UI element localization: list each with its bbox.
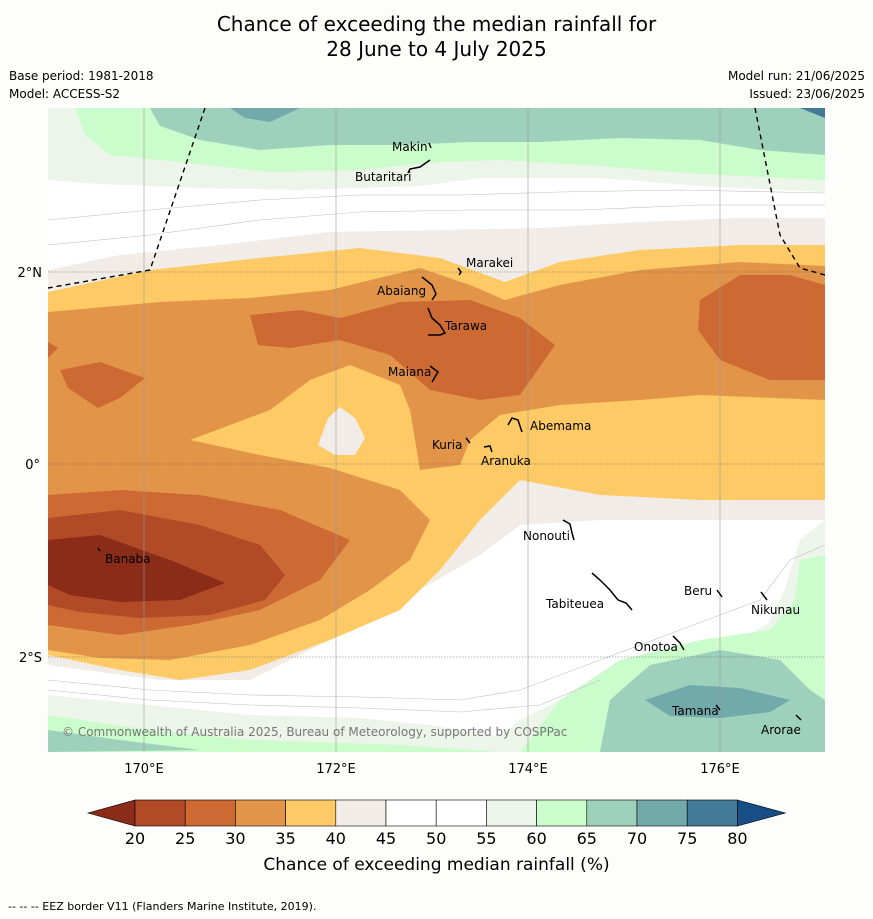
- contour-lines: [48, 189, 825, 713]
- band-65-70-north: [150, 108, 825, 155]
- eez-border: [48, 108, 825, 289]
- island-labels: Makin Butaritari Marakei Abaiang Tarawa …: [105, 140, 801, 737]
- base-period: Base period: 1981-2018: [9, 69, 154, 83]
- map-title-line2: 28 June to 4 July 2025: [326, 37, 547, 61]
- band-below-20: [48, 535, 225, 602]
- colorbar-tick-label: 60: [526, 829, 546, 848]
- model-name: Model: ACCESS-S2: [9, 87, 121, 101]
- model-run-date: Model run: 21/06/2025: [727, 69, 865, 83]
- colorbar-segment: [636, 799, 688, 827]
- island-label-beru: Beru: [684, 584, 712, 598]
- band-65-70-southwest: [48, 730, 200, 752]
- island-label-tamana: Tamana: [671, 704, 719, 718]
- eez-footnote: -- -- -- EEZ border V11 (Flanders Marine…: [8, 900, 317, 913]
- contour-layer: Makin Butaritari Marakei Abaiang Tarawa …: [48, 108, 825, 752]
- island-label-maiana: Maiana: [388, 365, 431, 379]
- lon-label-174e: 174°E: [508, 762, 548, 777]
- island-label-makin: Makin: [392, 140, 428, 154]
- colorbar-tick-label: 25: [175, 829, 195, 848]
- island-shapes: [97, 142, 802, 721]
- island-label-tarawa: Tarawa: [444, 319, 487, 333]
- colorbar-extend-high: [737, 799, 787, 827]
- island-label-aranuka: Aranuka: [481, 454, 531, 468]
- colorbar-segment: [435, 799, 487, 827]
- colorbar-title: Chance of exceeding median rainfall (%): [263, 855, 610, 875]
- island-label-kuria: Kuria: [432, 438, 463, 452]
- band-75-80-north: [800, 108, 825, 118]
- copyright-notice: © Commonwealth of Australia 2025, Bureau…: [62, 725, 567, 739]
- colorbar-segment: [486, 799, 537, 827]
- colorbar-tick-label: 30: [225, 829, 245, 848]
- band-25-30-west: [60, 362, 145, 408]
- latitude-lines: [48, 271, 825, 658]
- colorbar-tick-label: 50: [426, 829, 446, 848]
- lat-label-2s: 2°S: [19, 651, 42, 666]
- colorbar-tick-label: 65: [577, 829, 597, 848]
- lat-label-2n: 2°N: [18, 266, 43, 281]
- band-40-45-hole: [318, 407, 365, 455]
- colorbar-segment: [536, 799, 588, 827]
- lon-label-170e: 170°E: [124, 762, 164, 777]
- colorbar-tick-label: 55: [476, 829, 496, 848]
- colorbar-segment: [235, 799, 286, 827]
- band-70-75-south: [645, 685, 790, 718]
- lat-label-0: 0°: [25, 458, 40, 473]
- issued-date: Issued: 23/06/2025: [749, 87, 865, 101]
- colorbar-tick-label: 45: [376, 829, 396, 848]
- colorbar-tick-label: 80: [727, 829, 747, 848]
- island-label-nikunau: Nikunau: [751, 603, 800, 617]
- island-label-nonouti: Nonouti: [523, 529, 570, 543]
- band-70-75-north-a: [230, 108, 300, 122]
- colorbar-extend-low: [86, 799, 136, 827]
- colorbar-segment: [335, 799, 387, 827]
- band-25-30-edge: [48, 342, 58, 358]
- island-label-onotoa: Onotoa: [634, 640, 678, 654]
- axis-labels: 2°N 0° 2°S 170°E 172°E 174°E 176°E: [18, 266, 740, 777]
- graticule: [143, 108, 721, 752]
- lon-label-172e: 172°E: [316, 762, 356, 777]
- colorbar-tick-label: 40: [326, 829, 346, 848]
- colorbar-tick-label: 75: [677, 829, 697, 848]
- band-60-65-southwest: [48, 715, 500, 752]
- colorbar-segment: [385, 799, 437, 827]
- colorbar-segment: [686, 799, 738, 827]
- colorbar-segment: [134, 799, 186, 827]
- colorbar-tick-label: 35: [275, 829, 295, 848]
- colorbar-tick-label: 70: [627, 829, 647, 848]
- colorbar-segment: [285, 799, 337, 827]
- island-label-butaritari: Butaritari: [355, 170, 412, 184]
- band-25-30-east: [698, 275, 825, 380]
- island-label-tabiteuea: Tabiteuea: [545, 597, 604, 611]
- colorbar-segment: [184, 799, 236, 827]
- island-label-banaba: Banaba: [105, 552, 151, 566]
- band-25-30-north: [250, 300, 555, 400]
- island-label-marakei: Marakei: [466, 256, 513, 270]
- colorbar-segment: [586, 799, 638, 827]
- map-title-line1: Chance of exceeding the median rainfall …: [216, 12, 657, 36]
- colorbar: 20 25 30 35 40 45 50 55 60 65 70 75 80: [86, 799, 787, 848]
- island-label-abemama: Abemama: [530, 419, 591, 433]
- colorbar-tick-label: 20: [125, 829, 145, 848]
- lon-label-176e: 176°E: [700, 762, 740, 777]
- island-label-arorae: Arorae: [761, 723, 801, 737]
- island-label-abaiang: Abaiang: [377, 284, 426, 298]
